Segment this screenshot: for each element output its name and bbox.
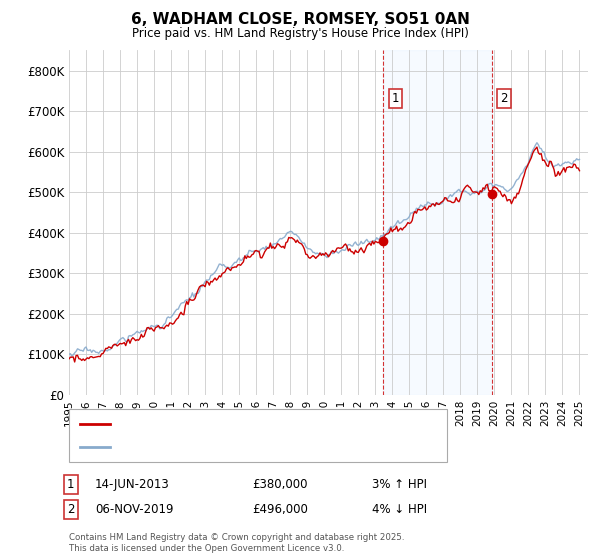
- Text: 06-NOV-2019: 06-NOV-2019: [95, 503, 173, 516]
- Text: £380,000: £380,000: [252, 478, 308, 491]
- Bar: [383, 50, 491, 395]
- Text: 1: 1: [391, 92, 399, 105]
- Text: 4% ↓ HPI: 4% ↓ HPI: [372, 503, 427, 516]
- Text: £496,000: £496,000: [252, 503, 308, 516]
- Text: 2: 2: [500, 92, 508, 105]
- Text: Price paid vs. HM Land Registry's House Price Index (HPI): Price paid vs. HM Land Registry's House …: [131, 27, 469, 40]
- Text: Contains HM Land Registry data © Crown copyright and database right 2025.
This d: Contains HM Land Registry data © Crown c…: [69, 533, 404, 553]
- Text: HPI: Average price, detached house, Test Valley: HPI: Average price, detached house, Test…: [114, 442, 362, 452]
- Text: 6, WADHAM CLOSE, ROMSEY, SO51 0AN (detached house): 6, WADHAM CLOSE, ROMSEY, SO51 0AN (detac…: [114, 419, 418, 429]
- Text: 3% ↑ HPI: 3% ↑ HPI: [372, 478, 427, 491]
- Text: 6, WADHAM CLOSE, ROMSEY, SO51 0AN: 6, WADHAM CLOSE, ROMSEY, SO51 0AN: [131, 12, 469, 27]
- Text: 2: 2: [67, 503, 74, 516]
- Text: 1: 1: [67, 478, 74, 491]
- Text: 14-JUN-2013: 14-JUN-2013: [95, 478, 170, 491]
